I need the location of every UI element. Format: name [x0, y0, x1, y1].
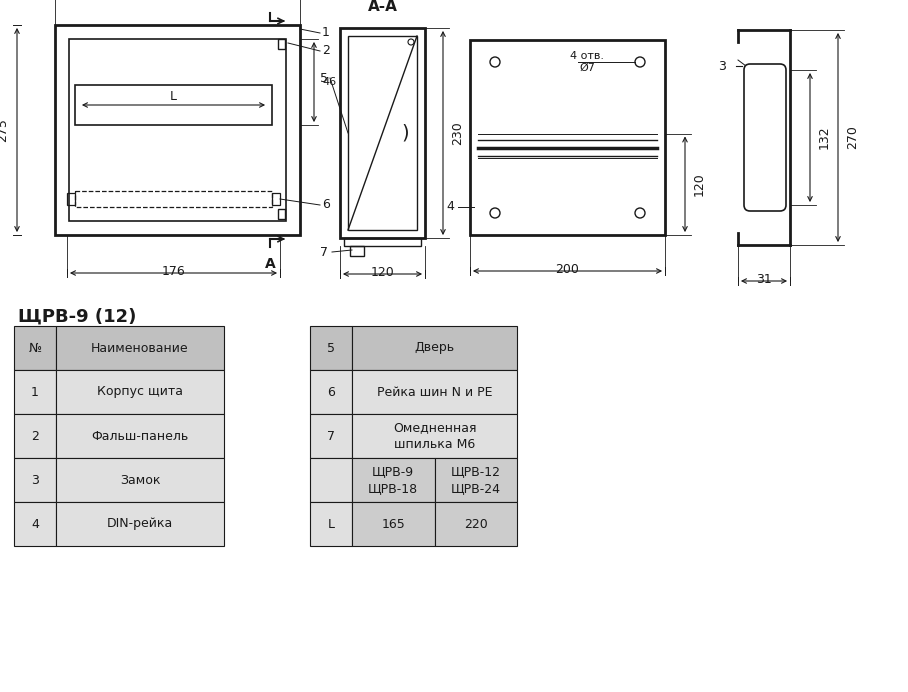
Bar: [435, 458, 517, 502]
Bar: [56, 502, 224, 546]
Bar: [344, 238, 421, 246]
Text: Дверь: Дверь: [414, 341, 455, 354]
Text: 270: 270: [846, 125, 859, 149]
Text: 1: 1: [31, 385, 39, 399]
Bar: [55, 25, 300, 235]
Text: Омедненная
шпилька М6: Омедненная шпилька М6: [393, 421, 477, 451]
FancyBboxPatch shape: [744, 64, 786, 211]
Bar: [56, 414, 224, 458]
Bar: [69, 39, 286, 221]
Bar: [56, 370, 224, 414]
Text: 46: 46: [322, 77, 336, 87]
Bar: [352, 370, 517, 414]
Text: Корпус щита: Корпус щита: [97, 385, 183, 399]
Text: Ø7: Ø7: [579, 63, 596, 73]
Text: 230: 230: [451, 121, 464, 145]
Text: L: L: [328, 518, 334, 531]
Bar: [340, 28, 425, 238]
Text: №: №: [28, 341, 42, 354]
Bar: [352, 414, 517, 458]
Bar: [435, 502, 517, 546]
Bar: [14, 370, 56, 414]
Text: ): ): [401, 123, 409, 143]
Text: 6: 6: [322, 199, 330, 212]
Text: 4: 4: [446, 201, 454, 214]
Text: L: L: [170, 91, 177, 104]
Text: 31: 31: [756, 273, 772, 286]
Text: 120: 120: [693, 172, 706, 196]
Bar: [14, 502, 56, 546]
Text: ЩРВ-9
ЩРВ-18: ЩРВ-9 ЩРВ-18: [368, 465, 419, 495]
Bar: [56, 458, 224, 502]
Bar: [350, 246, 364, 256]
Text: 132: 132: [818, 126, 831, 149]
Bar: [278, 39, 285, 49]
Bar: [352, 326, 517, 370]
Text: A: A: [264, 257, 275, 271]
Text: 5: 5: [320, 71, 328, 84]
Text: 4 отв.: 4 отв.: [570, 51, 605, 61]
Text: 220: 220: [464, 518, 488, 531]
Text: ЩРВ-12
ЩРВ-24: ЩРВ-12 ЩРВ-24: [450, 465, 500, 495]
Text: 7: 7: [320, 246, 328, 259]
Bar: [14, 458, 56, 502]
Bar: [352, 458, 435, 502]
Text: 1: 1: [322, 26, 330, 39]
Text: 200: 200: [556, 263, 579, 276]
Text: 2: 2: [322, 44, 330, 57]
Bar: [278, 209, 285, 219]
Text: Фальш-панель: Фальш-панель: [92, 430, 189, 442]
Text: Замок: Замок: [120, 473, 160, 486]
Text: 4: 4: [31, 518, 39, 531]
Bar: [310, 502, 352, 546]
Bar: [14, 414, 56, 458]
Bar: [75, 191, 272, 207]
Bar: [14, 326, 56, 370]
Bar: [348, 36, 417, 230]
Text: А-А: А-А: [368, 0, 398, 14]
Bar: [310, 370, 352, 414]
Bar: [352, 502, 435, 546]
Bar: [310, 414, 352, 458]
Bar: [310, 458, 352, 502]
Bar: [75, 85, 272, 125]
Bar: [67, 193, 75, 205]
Text: Рейка шин N и PE: Рейка шин N и PE: [377, 385, 492, 399]
Text: A: A: [264, 0, 275, 3]
Bar: [56, 326, 224, 370]
Text: 3: 3: [31, 473, 39, 486]
Text: 6: 6: [327, 385, 335, 399]
Text: 7: 7: [327, 430, 335, 442]
Text: 120: 120: [370, 266, 394, 279]
Text: ЩРВ-9 (12): ЩРВ-9 (12): [18, 308, 136, 326]
Text: 3: 3: [718, 60, 725, 73]
Text: 176: 176: [162, 265, 185, 278]
Text: 275: 275: [0, 118, 9, 142]
Text: Наименование: Наименование: [91, 341, 189, 354]
Text: 2: 2: [31, 430, 39, 442]
Text: 5: 5: [327, 341, 335, 354]
Text: 165: 165: [381, 518, 405, 531]
Text: DIN-рейка: DIN-рейка: [107, 518, 173, 531]
Bar: [470, 40, 665, 235]
Bar: [272, 193, 280, 205]
Bar: [310, 326, 352, 370]
